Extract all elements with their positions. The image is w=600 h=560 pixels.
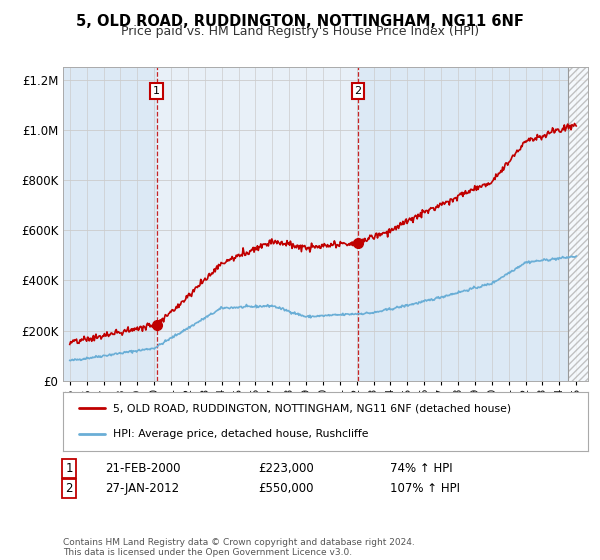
Text: 5, OLD ROAD, RUDDINGTON, NOTTINGHAM, NG11 6NF (detached house): 5, OLD ROAD, RUDDINGTON, NOTTINGHAM, NG1… [113, 403, 511, 413]
Text: Price paid vs. HM Land Registry's House Price Index (HPI): Price paid vs. HM Land Registry's House … [121, 25, 479, 38]
Text: 1: 1 [65, 462, 73, 475]
Text: 2: 2 [65, 482, 73, 495]
Text: £550,000: £550,000 [258, 482, 314, 495]
Text: 107% ↑ HPI: 107% ↑ HPI [390, 482, 460, 495]
Text: £223,000: £223,000 [258, 462, 314, 475]
Polygon shape [568, 67, 593, 381]
Text: 27-JAN-2012: 27-JAN-2012 [105, 482, 179, 495]
Text: 74% ↑ HPI: 74% ↑ HPI [390, 462, 452, 475]
Text: 21-FEB-2000: 21-FEB-2000 [105, 462, 181, 475]
Text: HPI: Average price, detached house, Rushcliffe: HPI: Average price, detached house, Rush… [113, 430, 368, 440]
Text: 5, OLD ROAD, RUDDINGTON, NOTTINGHAM, NG11 6NF: 5, OLD ROAD, RUDDINGTON, NOTTINGHAM, NG1… [76, 14, 524, 29]
Text: Contains HM Land Registry data © Crown copyright and database right 2024.
This d: Contains HM Land Registry data © Crown c… [63, 538, 415, 557]
Text: 1: 1 [153, 86, 160, 96]
Text: 2: 2 [355, 86, 361, 96]
